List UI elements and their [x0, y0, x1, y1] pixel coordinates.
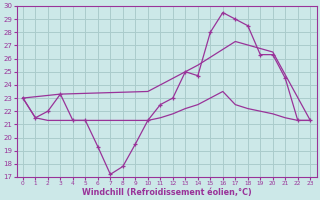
X-axis label: Windchill (Refroidissement éolien,°C): Windchill (Refroidissement éolien,°C): [82, 188, 252, 197]
